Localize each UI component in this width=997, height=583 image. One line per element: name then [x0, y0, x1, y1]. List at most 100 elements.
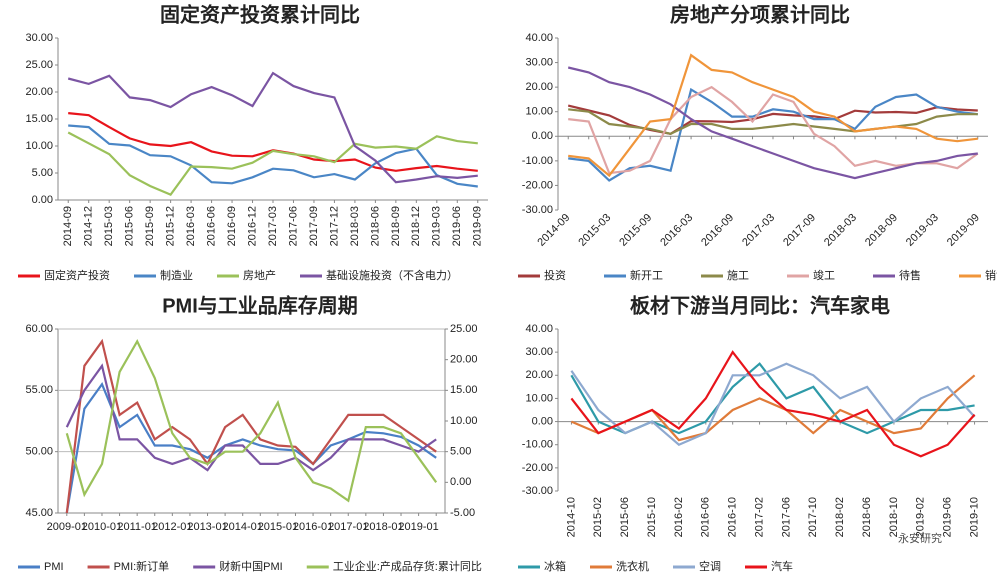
x-tick-label: 2017-02 — [753, 497, 765, 537]
x-tick-label: 2014-10 — [565, 497, 577, 537]
x-tick-label: 2016-10 — [727, 497, 739, 537]
legend-label: 新开工 — [630, 268, 663, 282]
x-tick-label: 2013-01 — [187, 521, 227, 533]
series-line — [65, 338, 438, 503]
legend-label: 冰箱 — [544, 559, 566, 573]
x-tick-label: 2017-09 — [308, 206, 320, 246]
y-tick-label: -30.00 — [522, 485, 553, 497]
chart-panel: 房地产分项累计同比 -30.00 -20.00 -10.00 0.00 10.00 20.0… — [518, 2, 997, 282]
x-tick-label: 2015-06 — [619, 497, 631, 537]
y-tick-label: 60.00 — [25, 323, 53, 335]
x-tick-label: 2016-01 — [293, 521, 333, 533]
y-tick-label: -20.00 — [522, 462, 553, 474]
y-tick-label: 0.00 — [532, 415, 553, 427]
series-line — [65, 381, 437, 514]
series-line — [568, 53, 978, 178]
x-tick-label: 2017-01 — [328, 521, 368, 533]
x-tick-label: 2018-03 — [822, 212, 859, 249]
y-tick-label: 45.00 — [25, 507, 53, 519]
x-tick-label: 2010-01 — [82, 521, 122, 533]
x-tick-label: 2018-09 — [863, 212, 900, 249]
legend-label: 空调 — [699, 559, 721, 573]
y-tick-label: -10.00 — [522, 439, 553, 451]
y2-tick-label: 10.00 — [450, 415, 478, 427]
y-tick-label: -20.00 — [522, 179, 553, 191]
x-tick-label: 2018-06 — [369, 206, 381, 246]
x-tick-label: 2019-01 — [398, 521, 438, 533]
legend-label: 基础设施投资（不含电力） — [326, 268, 458, 282]
legend-label: 汽车 — [771, 559, 793, 573]
x-tick-label: 2012-01 — [152, 521, 192, 533]
series-line — [68, 112, 478, 172]
y-tick-label: 10.00 — [25, 140, 53, 152]
x-tick-label: 2015-09 — [144, 206, 156, 246]
series-line — [570, 362, 976, 446]
x-tick-label: 2018-06 — [861, 497, 873, 537]
chart-panel: PMI与工业品库存周期 45.00 50.00 55.00 60.00 -5.00 0.00… — [18, 293, 482, 573]
x-tick-label: 2011-01 — [117, 521, 157, 533]
series-line — [67, 71, 478, 184]
y2-tick-label: 25.00 — [450, 323, 478, 335]
x-tick-label: 2018-02 — [834, 497, 846, 537]
x-tick-label: 2019-06 — [451, 206, 463, 246]
series-line — [65, 363, 437, 472]
y-tick-label: 30.00 — [25, 32, 53, 44]
series-line — [567, 66, 978, 180]
chart-panel: 固定资产投资累计同比 0.00 5.00 10.00 15.00 20.00 25.00 30… — [18, 2, 488, 282]
x-tick-label: 2016-03 — [185, 206, 197, 246]
watermark: 永安研究 — [898, 531, 942, 545]
series-line — [67, 131, 478, 196]
x-tick-label: 2014-09 — [535, 212, 572, 249]
chart-title: PMI与工业品库存周期 — [162, 293, 358, 317]
legend-label: 固定资产投资 — [44, 268, 110, 282]
x-tick-label: 2019-09 — [945, 212, 982, 249]
x-tick-label: 2018-03 — [349, 206, 361, 246]
legend-label: 销售 — [985, 268, 997, 282]
x-tick-label: 2016-02 — [673, 497, 685, 537]
x-tick-label: 2015-06 — [124, 206, 136, 246]
x-tick-label: 2019-06 — [942, 497, 954, 537]
x-tick-label: 2019-03 — [904, 212, 941, 249]
x-tick-label: 2015-10 — [646, 497, 658, 537]
y-tick-label: 10.00 — [525, 106, 553, 118]
legend-label: 待售 — [899, 268, 921, 282]
x-tick-label: 2019-03 — [431, 206, 443, 246]
y2-tick-label: 20.00 — [450, 354, 478, 366]
y-tick-label: 5.00 — [32, 167, 53, 179]
series-line — [568, 87, 978, 182]
legend-label: 投资 — [544, 268, 566, 282]
x-tick-label: 2019-10 — [968, 497, 980, 537]
y2-tick-label: 0.00 — [450, 476, 471, 488]
series-line — [65, 338, 437, 514]
legend-label: 工业企业:产成品存货:累计同比 — [333, 559, 482, 573]
y-tick-label: 55.00 — [25, 384, 53, 396]
legend-label: PMI — [44, 561, 64, 573]
x-tick-label: 2015-02 — [592, 497, 604, 537]
series-line — [568, 108, 978, 135]
x-tick-label: 2016-06 — [700, 497, 712, 537]
x-tick-label: 2016-06 — [205, 206, 217, 246]
y-tick-label: 15.00 — [25, 113, 53, 125]
series-line — [570, 350, 976, 458]
x-tick-label: 2017-09 — [781, 212, 818, 249]
x-tick-label: 2015-03 — [576, 212, 613, 249]
x-tick-label: 2017-10 — [807, 497, 819, 537]
y-tick-label: 30.00 — [525, 56, 553, 68]
chart-title: 固定资产投资累计同比 — [160, 2, 360, 26]
legend-label: 财新中国PMI — [219, 559, 283, 573]
x-tick-label: 2018-12 — [410, 206, 422, 246]
x-tick-label: 2009-01 — [47, 521, 87, 533]
y2-tick-label: 15.00 — [450, 384, 478, 396]
y-tick-label: 0.00 — [32, 194, 53, 206]
y-tick-label: 20.00 — [25, 86, 53, 98]
y-tick-label: 30.00 — [525, 346, 553, 358]
x-tick-label: 2017-06 — [780, 497, 792, 537]
x-tick-label: 2015-09 — [617, 212, 654, 249]
y-tick-label: 10.00 — [525, 392, 553, 404]
legend-label: 竣工 — [813, 268, 835, 282]
chart-panel: 板材下游当月同比：汽车家电 -30.00 -20.00 -10.00 0.00 10.00… — [518, 293, 988, 573]
y-tick-label: -30.00 — [522, 204, 553, 216]
x-tick-label: 2015-12 — [165, 206, 177, 246]
x-tick-label: 2014-09 — [62, 206, 74, 246]
x-tick-label: 2016-09 — [699, 212, 736, 249]
